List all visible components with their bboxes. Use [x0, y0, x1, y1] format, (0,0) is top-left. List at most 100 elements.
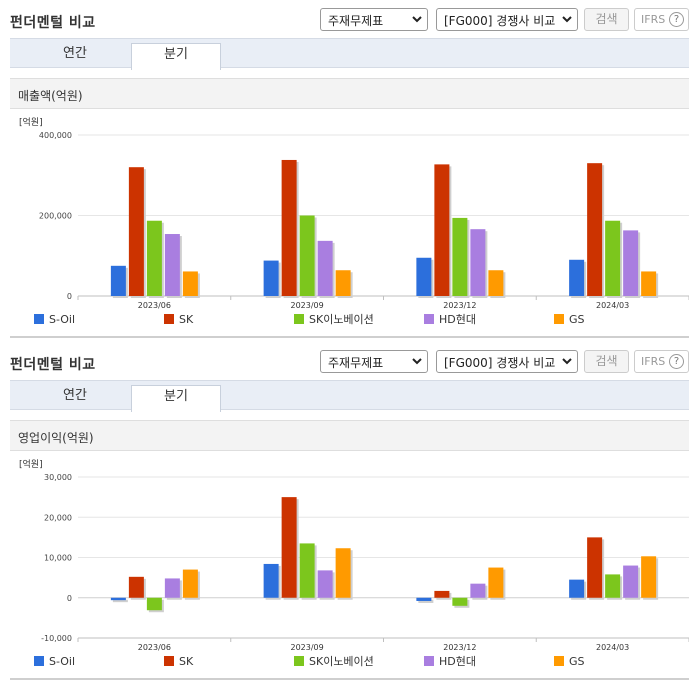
legend-label: HD현대: [439, 655, 476, 668]
bar: [641, 556, 657, 598]
ifrs-button[interactable]: IFRS ?: [634, 350, 689, 373]
bar: [281, 497, 297, 598]
ifrs-label: IFRS: [641, 355, 666, 368]
fundamental-section-operating-profit: 펀더멘털 비교 주재무제표 [FG000] 경쟁사 비교 검색 IFRS ? 연…: [0, 342, 696, 684]
bar: [569, 579, 585, 598]
compare-select-value: [FG000] 경쟁사 비교: [444, 356, 556, 370]
tab-quarter[interactable]: 분기: [131, 385, 221, 412]
y-tick-label: 0: [67, 594, 72, 603]
metric-header: 영업이익(억원): [10, 420, 689, 451]
bar: [434, 164, 450, 296]
legend-label: SK: [179, 655, 194, 668]
section-title: 펀더멘털 비교: [10, 357, 96, 373]
legend-label: S-Oil: [49, 313, 75, 326]
unit-label: [억원]: [19, 458, 43, 470]
chevron-down-icon: [412, 358, 422, 365]
legend-label: SK이노베이션: [309, 655, 374, 668]
bar: [110, 265, 126, 296]
x-tick-label: 2024/03: [596, 643, 629, 652]
statement-select[interactable]: 주재무제표: [320, 8, 428, 31]
legend-swatch: [164, 314, 174, 324]
legend-swatch: [554, 314, 564, 324]
chevron-down-icon: [562, 16, 572, 23]
search-button[interactable]: 검색: [584, 350, 629, 373]
chevron-down-icon: [562, 358, 572, 365]
legend-swatch: [424, 656, 434, 666]
bar: [317, 240, 333, 296]
y-tick-label: 200,000: [39, 212, 72, 221]
bar: [587, 537, 603, 598]
bar: [110, 597, 126, 601]
tab-quarter[interactable]: 분기: [131, 43, 221, 70]
bar: [434, 590, 450, 598]
chart-panel: 매출액(억원) [억원] 0 200,000 400,000 2023/06 2023/0…: [10, 78, 689, 338]
bar-shadow: [112, 599, 128, 603]
bar-shadow: [418, 599, 434, 603]
bar: [488, 270, 504, 296]
y-tick-label: 20,000: [44, 513, 72, 522]
legend-label: GS: [569, 313, 585, 326]
y-tick-label: 30,000: [44, 473, 72, 482]
bar: [605, 220, 621, 296]
tab-annual[interactable]: 연간: [63, 388, 87, 403]
compare-select[interactable]: [FG000] 경쟁사 비교: [436, 350, 578, 373]
x-tick-label: 2023/12: [443, 301, 476, 310]
legend-label: SK: [179, 313, 194, 326]
metric-header: 매출액(억원): [10, 78, 689, 109]
revenue-chart-svg: [억원] 0 200,000 400,000 2023/06 2023/09 2023/12…: [19, 116, 689, 326]
chevron-down-icon: [412, 16, 422, 23]
help-icon[interactable]: ?: [669, 12, 684, 27]
statement-select[interactable]: 주재무제표: [320, 350, 428, 373]
bar: [164, 578, 180, 598]
period-tabs: 연간 분기: [10, 380, 689, 412]
ifrs-button[interactable]: IFRS ?: [634, 8, 689, 31]
bar: [263, 260, 279, 296]
search-button[interactable]: 검색: [584, 8, 629, 31]
bar: [416, 597, 432, 601]
y-tick-label: -10,000: [41, 634, 72, 643]
ifrs-label: IFRS: [641, 13, 666, 26]
x-tick-label: 2023/12: [443, 643, 476, 652]
bar: [164, 234, 180, 296]
operating-profit-chart-svg: [억원] -10,000 0 10,000 20,000 30,000 2023/06 202…: [19, 458, 689, 668]
bar: [623, 565, 639, 598]
bar: [263, 563, 279, 598]
help-icon[interactable]: ?: [669, 354, 684, 369]
bar: [182, 271, 198, 296]
legend-label: S-Oil: [49, 655, 75, 668]
y-tick-label: 400,000: [39, 131, 72, 140]
bar: [128, 576, 144, 598]
bar: [587, 163, 603, 296]
legend-label: SK이노베이션: [309, 313, 374, 326]
bar: [416, 257, 432, 296]
operating-profit-chart: [억원] -10,000 0 10,000 20,000 30,000 2023/06 202…: [10, 451, 689, 678]
legend-swatch: [424, 314, 434, 324]
bar: [452, 597, 468, 606]
bar: [335, 270, 351, 296]
bar: [281, 159, 297, 296]
section-header: 펀더멘털 비교 주재무제표 [FG000] 경쟁사 비교 검색 IFRS ?: [0, 342, 696, 380]
legend-swatch: [294, 656, 304, 666]
legend-swatch: [164, 656, 174, 666]
bar: [605, 574, 621, 598]
bar: [317, 570, 333, 598]
tab-annual[interactable]: 연간: [63, 46, 87, 61]
bar: [146, 220, 162, 296]
legend-swatch: [294, 314, 304, 324]
section-title: 펀더멘털 비교: [10, 15, 96, 31]
bar: [335, 548, 351, 598]
bar: [146, 597, 162, 611]
statement-select-value: 주재무제표: [328, 356, 384, 370]
x-tick-label: 2024/03: [596, 301, 629, 310]
x-tick-label: 2023/06: [138, 643, 171, 652]
bar: [182, 569, 198, 598]
x-tick-label: 2023/09: [291, 301, 324, 310]
bar: [569, 259, 585, 296]
compare-select[interactable]: [FG000] 경쟁사 비교: [436, 8, 578, 31]
legend-swatch: [34, 314, 44, 324]
legend-swatch: [554, 656, 564, 666]
legend-label: GS: [569, 655, 585, 668]
bar: [488, 567, 504, 598]
x-tick-label: 2023/06: [138, 301, 171, 310]
bar: [470, 583, 486, 598]
